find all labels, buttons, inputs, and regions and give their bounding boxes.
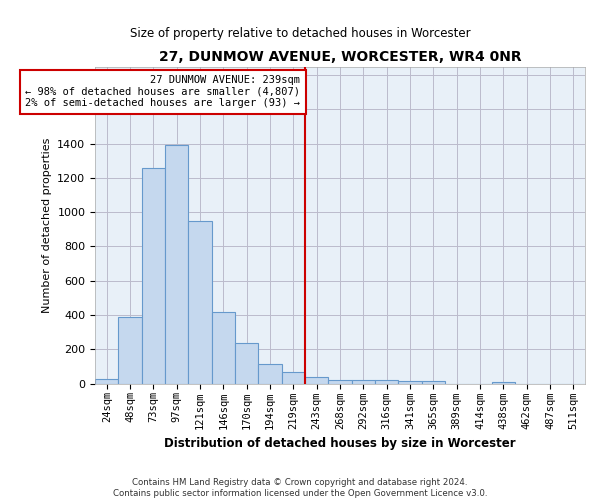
Bar	[305, 376, 328, 384]
Bar	[282, 372, 305, 384]
Bar	[165, 146, 188, 384]
Text: Size of property relative to detached houses in Worcester: Size of property relative to detached ho…	[130, 28, 470, 40]
Bar	[142, 168, 165, 384]
X-axis label: Distribution of detached houses by size in Worcester: Distribution of detached houses by size …	[164, 437, 516, 450]
Bar	[212, 312, 235, 384]
Title: 27, DUNMOW AVENUE, WORCESTER, WR4 0NR: 27, DUNMOW AVENUE, WORCESTER, WR4 0NR	[159, 50, 521, 64]
Text: Contains HM Land Registry data © Crown copyright and database right 2024.
Contai: Contains HM Land Registry data © Crown c…	[113, 478, 487, 498]
Bar	[491, 382, 515, 384]
Y-axis label: Number of detached properties: Number of detached properties	[42, 138, 52, 312]
Bar	[259, 364, 282, 384]
Bar	[352, 380, 375, 384]
Bar	[328, 380, 352, 384]
Bar	[422, 381, 445, 384]
Bar	[398, 381, 422, 384]
Bar	[188, 221, 212, 384]
Bar	[375, 380, 398, 384]
Bar	[95, 379, 118, 384]
Text: 27 DUNMOW AVENUE: 239sqm
← 98% of detached houses are smaller (4,807)
2% of semi: 27 DUNMOW AVENUE: 239sqm ← 98% of detach…	[25, 75, 301, 108]
Bar	[118, 316, 142, 384]
Bar	[235, 344, 259, 384]
